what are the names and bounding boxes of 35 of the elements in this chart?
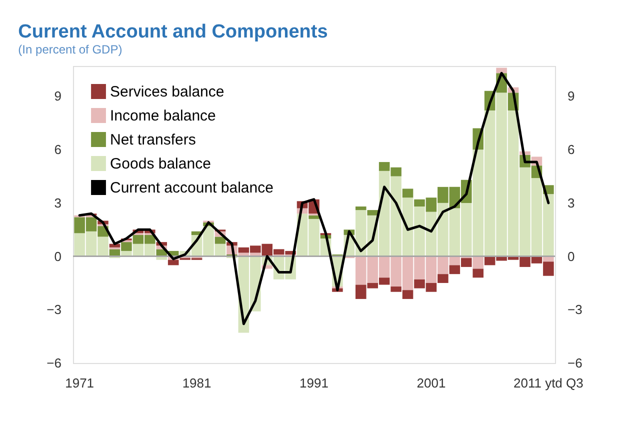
bar (214, 236, 226, 244)
x-tick-label: 2001 (416, 376, 446, 390)
legend-label: Income balance (110, 108, 216, 124)
y2-tick-label: −6 (568, 356, 582, 370)
bar (355, 206, 366, 210)
bar (496, 68, 507, 74)
bar (472, 268, 484, 278)
y-tick-label: 0 (54, 248, 62, 264)
y-tick-label: 6 (54, 142, 62, 158)
legend-label: Current account balance (110, 180, 274, 196)
y2-tick-label: 9 (568, 88, 575, 104)
legend-label: Goods balance (110, 156, 211, 172)
y2-tick-label: −3 (568, 302, 582, 318)
y2-tick-label: 6 (568, 142, 575, 158)
bar (367, 210, 378, 216)
legend-label: Net transfers (110, 132, 196, 148)
bar (308, 215, 320, 219)
x-tick-label: 2011 ytd Q3 (514, 376, 584, 390)
bar (109, 244, 120, 248)
y2-tick-label: 0 (568, 248, 575, 264)
y2-tick-label: 3 (568, 195, 575, 210)
y-tick-label: −6 (46, 356, 62, 370)
y-tick-label: −3 (46, 302, 62, 318)
bar (402, 188, 414, 198)
legend-label: Services balance (110, 84, 224, 100)
bar (168, 260, 179, 266)
y-tick-label: 9 (54, 88, 62, 104)
x-tick-label: 1971 (65, 376, 94, 390)
x-tick-label: 1981 (182, 376, 212, 390)
chart-subtitle: (In percent of GDP) (18, 42, 122, 56)
chart-title: Current Account and Components (18, 21, 328, 42)
x-tick-label: 1991 (300, 376, 328, 390)
bar (438, 274, 448, 283)
line-series (78, 72, 550, 326)
y-tick-label: 3 (54, 195, 62, 210)
